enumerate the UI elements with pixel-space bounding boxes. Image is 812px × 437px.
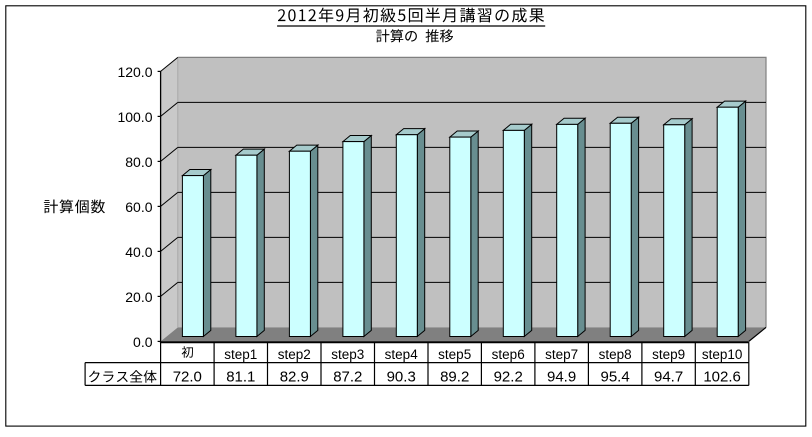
svg-text:94.7: 94.7 <box>654 368 683 385</box>
svg-text:step3: step3 <box>331 347 364 362</box>
svg-text:95.4: 95.4 <box>600 368 629 385</box>
svg-text:step1: step1 <box>224 347 257 362</box>
svg-text:81.1: 81.1 <box>226 368 255 385</box>
svg-text:92.2: 92.2 <box>494 368 523 385</box>
svg-text:step5: step5 <box>438 347 471 362</box>
svg-text:80.0: 80.0 <box>125 154 152 170</box>
svg-text:102.6: 102.6 <box>703 368 741 385</box>
svg-text:90.3: 90.3 <box>387 368 416 385</box>
svg-text:step10: step10 <box>702 347 743 362</box>
svg-text:120.0: 120.0 <box>117 64 152 80</box>
svg-text:step6: step6 <box>492 347 525 362</box>
svg-text:60.0: 60.0 <box>125 199 152 215</box>
svg-text:0.0: 0.0 <box>133 334 153 350</box>
svg-text:82.9: 82.9 <box>280 368 309 385</box>
svg-text:20.0: 20.0 <box>125 289 152 305</box>
svg-text:40.0: 40.0 <box>125 244 152 260</box>
svg-text:94.9: 94.9 <box>547 368 576 385</box>
svg-text:87.2: 87.2 <box>333 368 362 385</box>
svg-text:100.0: 100.0 <box>117 109 152 125</box>
svg-text:step7: step7 <box>545 347 578 362</box>
svg-text:step9: step9 <box>652 347 685 362</box>
svg-text:89.2: 89.2 <box>440 368 469 385</box>
svg-text:72.0: 72.0 <box>173 368 202 385</box>
svg-text:step8: step8 <box>599 347 632 362</box>
svg-text:step4: step4 <box>385 347 419 362</box>
svg-text:step2: step2 <box>278 347 311 362</box>
